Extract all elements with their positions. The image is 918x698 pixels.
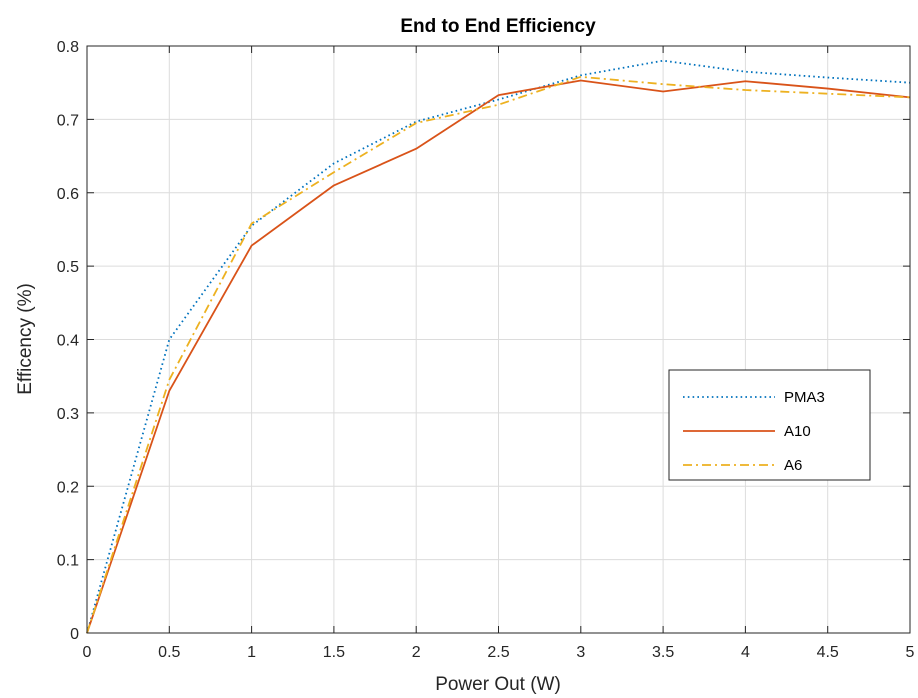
- x-tick-label: 1.5: [323, 644, 345, 661]
- y-tick-label: 0.3: [57, 406, 79, 423]
- x-tick-label: 4: [741, 644, 750, 661]
- y-tick-label: 0.5: [57, 259, 79, 276]
- x-tick-label: 5: [906, 644, 915, 661]
- y-tick-label: 0.2: [57, 479, 79, 496]
- y-tick-label: 0.1: [57, 553, 79, 570]
- grid: [86, 45, 911, 634]
- y-tick-label: 0.4: [57, 333, 79, 350]
- series-line-a10: [86, 79, 911, 634]
- x-axis-label: Power Out (W): [435, 674, 561, 695]
- legend-box: [668, 369, 871, 481]
- axis-ticks: 0 0.5 1 1.5 2 2.5 3 3.5 4 4.5 5 0 0.1 0.2 0.3 0.4 0.5 0.6…: [57, 39, 915, 661]
- x-tick-label: 1: [247, 644, 256, 661]
- x-tick-label: 0.5: [158, 644, 180, 661]
- series-lines: [86, 59, 911, 634]
- legend-label: A10: [784, 423, 811, 440]
- legend-label: PMA3: [784, 389, 825, 406]
- x-tick-label: 4.5: [817, 644, 839, 661]
- x-tick-label: 2.5: [487, 644, 509, 661]
- chart-title: End to End Efficiency: [400, 16, 596, 37]
- series-line-a6: [86, 75, 911, 634]
- y-tick-label: 0.7: [57, 112, 79, 129]
- legend-label: A6: [784, 457, 802, 474]
- series-line-pma3: [86, 59, 911, 634]
- y-tick-label: 0: [70, 626, 79, 643]
- y-axis-label: Efficency (%): [15, 283, 36, 395]
- x-tick-label: 3: [576, 644, 585, 661]
- y-tick-label: 0.6: [57, 186, 79, 203]
- y-tick-label: 0.8: [57, 39, 79, 56]
- x-tick-label: 2: [412, 644, 421, 661]
- legend: PMA3 A10 A6: [668, 369, 871, 481]
- x-tick-label: 3.5: [652, 644, 674, 661]
- x-tick-label: 0: [83, 644, 92, 661]
